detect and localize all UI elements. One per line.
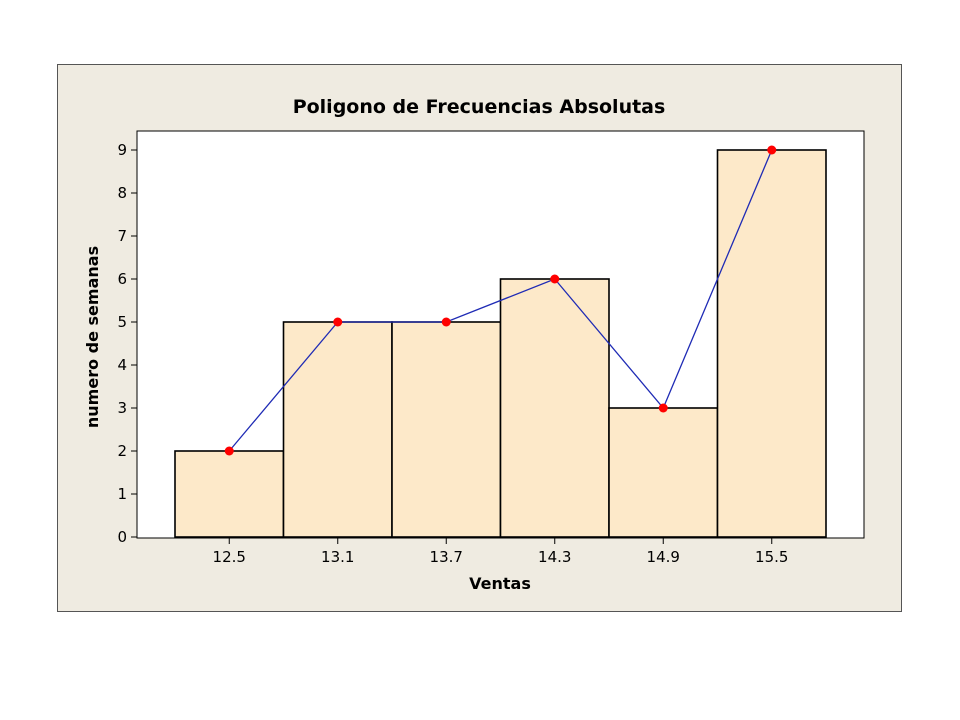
chart-title: Poligono de Frecuencias Absolutas (293, 96, 666, 118)
y-tick-label: 6 (117, 270, 127, 288)
y-tick-label: 3 (117, 399, 127, 417)
bars-layer (174, 149, 827, 538)
bar-14.3 (499, 278, 610, 538)
y-tick-label: 9 (117, 141, 127, 159)
y-tick-label: 4 (117, 356, 127, 374)
y-axis: 0 1 2 3 4 5 6 7 8 9 (117, 141, 137, 546)
polygon-line-layer (228, 149, 773, 452)
chart-frame: Poligono de Frecuencias Absolutas 0 1 2 3 4 5… (57, 64, 902, 612)
x-axis-title: Ventas (469, 574, 531, 593)
point-12.5 (224, 446, 234, 456)
x-tick-label: 12.5 (213, 548, 246, 566)
bar-14.9 (608, 407, 719, 538)
bar-13.1 (282, 321, 393, 538)
point-13.1 (333, 317, 343, 327)
polygon-markers-layer (224, 145, 777, 456)
x-tick-label: 15.5 (755, 548, 788, 566)
y-tick-label: 2 (117, 442, 127, 460)
y-tick-label: 5 (117, 313, 127, 331)
point-15.5 (767, 145, 777, 155)
y-tick-label: 8 (117, 184, 127, 202)
y-tick-label: 1 (117, 485, 127, 503)
point-14.3 (550, 274, 560, 284)
y-tick-label: 0 (117, 528, 127, 546)
x-tick-label: 13.7 (430, 548, 463, 566)
x-axis: 12.5 13.1 13.7 14.3 14.9 15.5 (213, 538, 788, 566)
y-axis-title: numero de semanas (83, 246, 102, 428)
x-tick-label: 13.1 (321, 548, 354, 566)
bar-15.5 (716, 149, 827, 538)
chart: Poligono de Frecuencias Absolutas 0 1 2 3 4 5… (83, 96, 865, 593)
point-13.7 (441, 317, 451, 327)
point-14.9 (658, 403, 668, 413)
bar-13.7 (391, 321, 502, 538)
x-tick-label: 14.3 (538, 548, 571, 566)
polygon-line (228, 149, 773, 452)
bar-12.5 (174, 450, 285, 538)
y-tick-label: 7 (117, 227, 127, 245)
x-tick-label: 14.9 (647, 548, 680, 566)
